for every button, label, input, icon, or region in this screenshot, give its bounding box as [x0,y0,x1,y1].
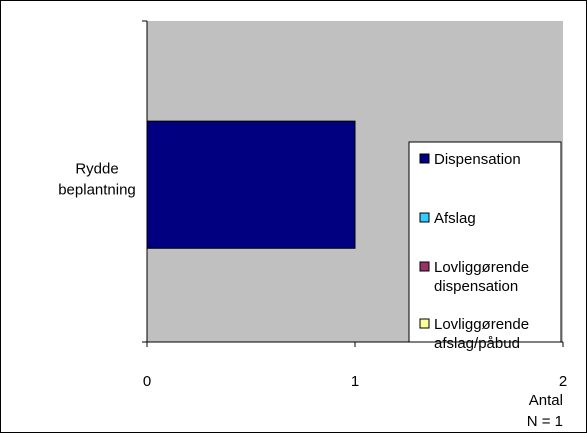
bar-dispensation [146,120,356,249]
legend-swatch-afslag [419,212,430,223]
legend-label-afslag: Afslag [434,210,476,227]
x-axis-title: Antal [529,392,563,409]
legend-swatch-lovligg-rende-dispensation [419,261,430,272]
category-label: Rydde [75,161,118,178]
legend-label-dispensation: Dispensation [434,151,521,168]
x-tick-label: 2 [559,373,567,390]
legend-label-lovligg-rende-afslag-p-bud: afslag/påbud [434,335,520,352]
legend-swatch-dispensation [419,153,430,164]
legend-label-lovligg-rende-afslag-p-bud: Lovliggørende [434,316,529,333]
legend-label-lovligg-rende-dispensation: dispensation [434,278,518,295]
sample-size-note: N = 1 [527,413,563,430]
legend-label-lovligg-rende-dispensation: Lovliggørende [434,259,529,276]
category-label: beplantning [58,182,136,199]
legend-swatch-lovligg-rende-afslag-p-bud [419,318,430,329]
x-tick-label: 0 [143,373,151,390]
legend-box [408,141,562,343]
x-tick-label: 1 [351,373,359,390]
